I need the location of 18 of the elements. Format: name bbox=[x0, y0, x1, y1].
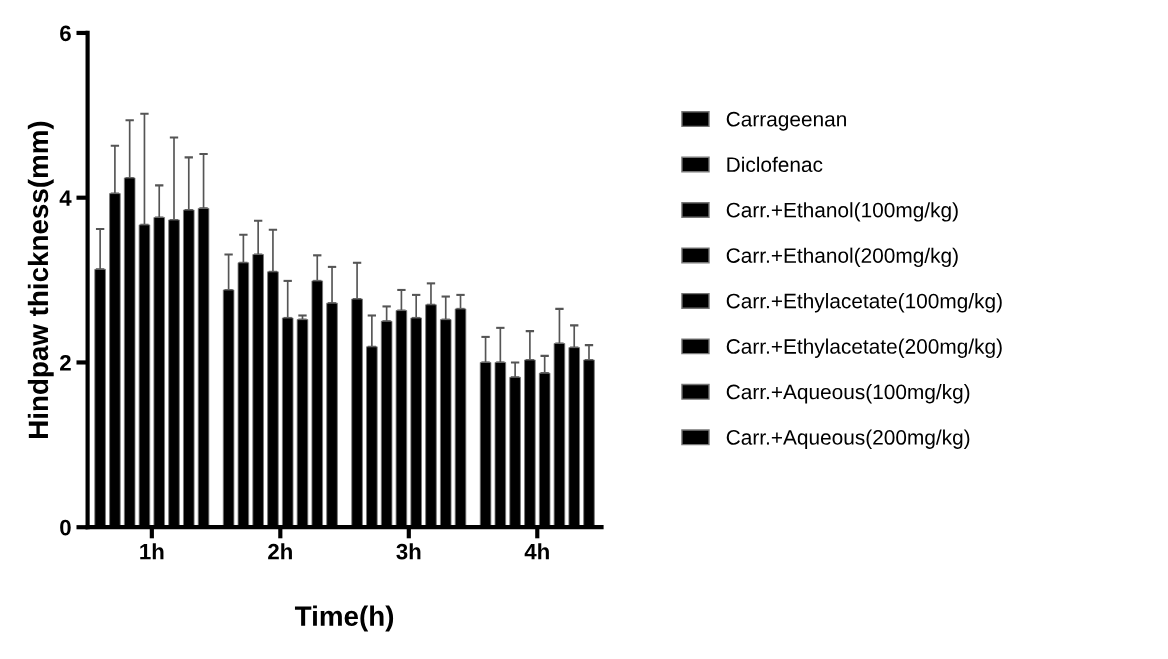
y-tick-label: 0 bbox=[60, 519, 71, 536]
legend-label: Carrageenan bbox=[726, 111, 846, 131]
legend-label: Carr.+Ethylacetate(200mg/kg) bbox=[726, 338, 1002, 358]
y-axis-title: Hindpaw thickness(mm) bbox=[27, 121, 54, 438]
legend-label: Carr.+Aqueous(200mg/kg) bbox=[726, 429, 970, 449]
x-tick-label: 3h bbox=[396, 543, 421, 560]
y-tick-label: 2 bbox=[60, 354, 71, 371]
legend-label: Carr.+Ethanol(100mg/kg) bbox=[726, 202, 958, 222]
x-axis-title: Time(h) bbox=[294, 605, 394, 632]
legend-label: Carr.+Ethanol(200mg/kg) bbox=[726, 247, 958, 268]
legend-label: Diclofenac bbox=[727, 156, 823, 173]
legend-label: Carr.+Aqueous(100mg/kg) bbox=[726, 384, 970, 404]
y-tick-label: 4 bbox=[59, 190, 72, 206]
legend-label: Carr.+Ethylacetate(100mg/kg) bbox=[726, 293, 1002, 313]
y-tick-label: 6 bbox=[60, 25, 71, 42]
x-tick-label: 2h bbox=[268, 543, 292, 560]
x-tick-label: 1h bbox=[140, 543, 164, 560]
x-tick-label: 4h bbox=[524, 543, 549, 560]
